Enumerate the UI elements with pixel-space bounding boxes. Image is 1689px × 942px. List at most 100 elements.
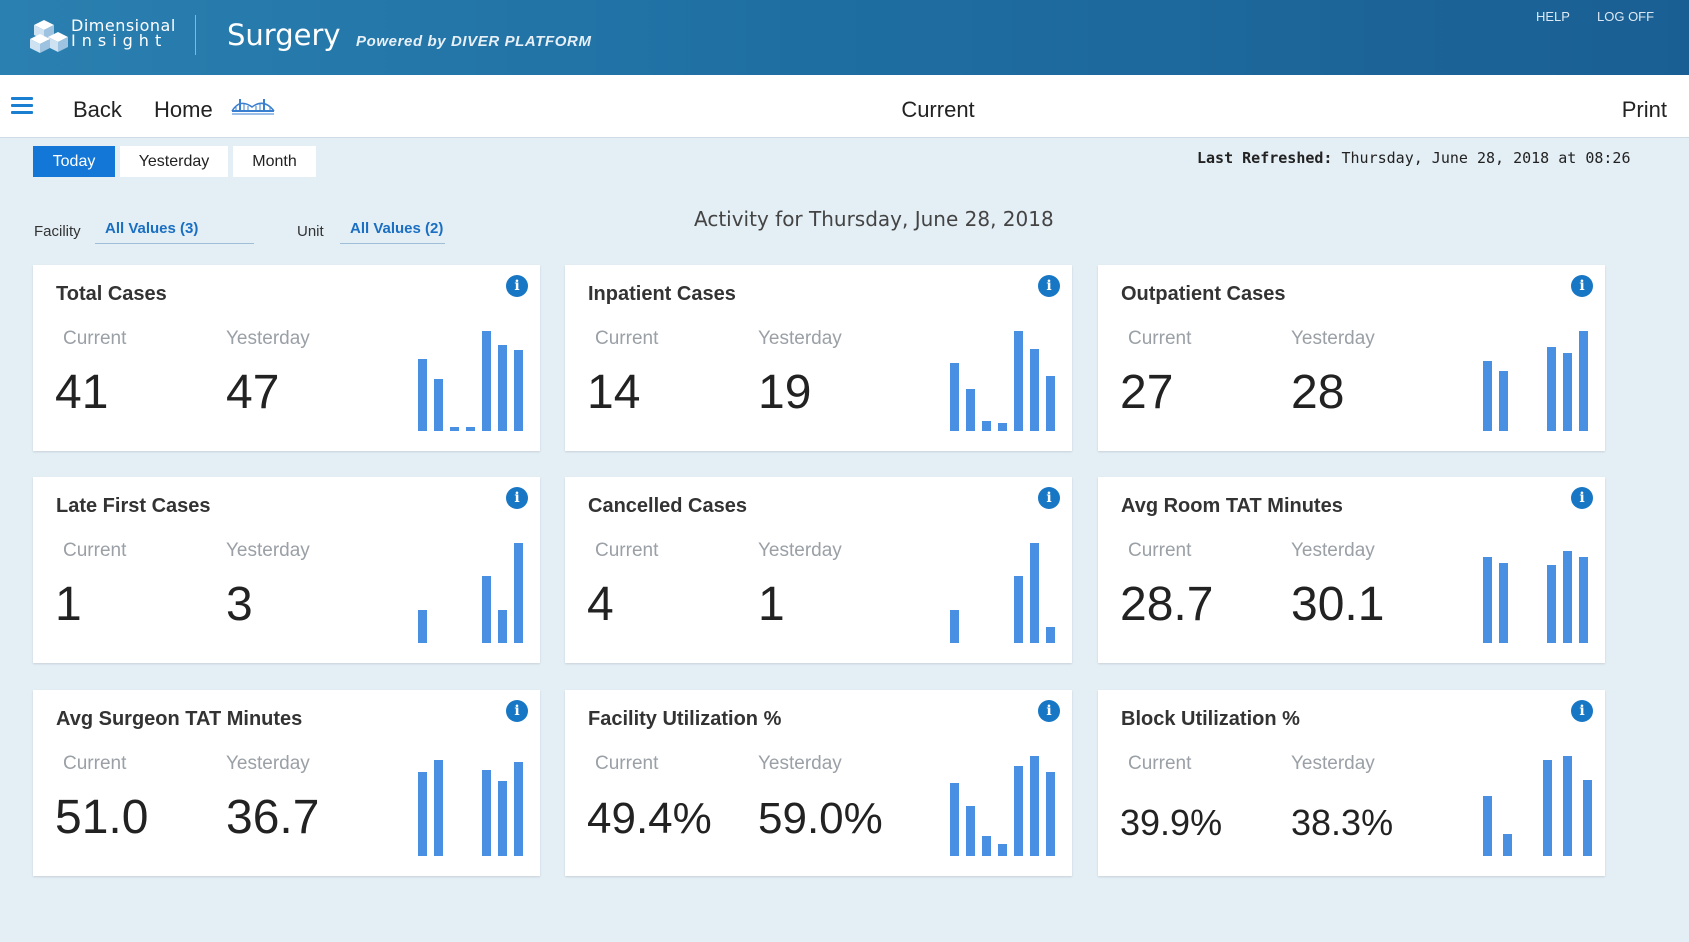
- sparkline-bar: [1547, 565, 1556, 643]
- last-refreshed: Last Refreshed: Thursday, June 28, 2018 …: [1197, 149, 1630, 167]
- yesterday-label: Yesterday: [758, 540, 842, 561]
- info-icon[interactable]: i: [1571, 487, 1593, 509]
- sparkline-bar: [1483, 361, 1492, 431]
- facility-filter-select[interactable]: All Values (3): [95, 220, 254, 244]
- sparkline-bar: [1030, 349, 1039, 431]
- kpi-card[interactable]: Cancelled Cases i Current Yesterday 4 1: [565, 477, 1072, 663]
- sparkline-bar: [950, 363, 959, 431]
- yesterday-label: Yesterday: [758, 753, 842, 774]
- period-today-button[interactable]: Today: [33, 146, 115, 177]
- sparkline-bar: [1030, 543, 1039, 643]
- kpi-card[interactable]: Late First Cases i Current Yesterday 1 3: [33, 477, 540, 663]
- kpi-card[interactable]: Outpatient Cases i Current Yesterday 27 28: [1098, 265, 1605, 451]
- yesterday-label: Yesterday: [226, 540, 310, 561]
- info-icon[interactable]: i: [506, 700, 528, 722]
- activity-title: Activity for Thursday, June 28, 2018: [694, 207, 1054, 231]
- sparkline-bar: [514, 350, 523, 431]
- info-icon[interactable]: i: [1571, 275, 1593, 297]
- kpi-card[interactable]: Facility Utilization % i Current Yesterday 4…: [565, 690, 1072, 876]
- sparkline-bar: [950, 610, 959, 643]
- current-value: 28.7: [1120, 578, 1214, 631]
- period-yesterday-button[interactable]: Yesterday: [120, 146, 228, 177]
- info-icon[interactable]: i: [506, 275, 528, 297]
- current-label: Current: [1128, 540, 1192, 561]
- header-divider: [195, 15, 196, 55]
- sparkline-bar: [950, 783, 959, 856]
- info-icon[interactable]: i: [1038, 700, 1060, 722]
- info-icon[interactable]: i: [506, 487, 528, 509]
- current-value: 51.0: [55, 791, 149, 844]
- current-value: 27: [1120, 366, 1174, 419]
- kpi-card[interactable]: Block Utilization % i Current Yesterday 39.9…: [1098, 690, 1605, 876]
- kpi-card[interactable]: Inpatient Cases i Current Yesterday 14 19: [565, 265, 1072, 451]
- yesterday-value: 36.7: [226, 791, 320, 844]
- yesterday-value: 38.3%: [1291, 802, 1394, 843]
- sparkline-bar: [1014, 331, 1023, 431]
- current-label: Current: [595, 753, 659, 774]
- kpi-card-title: Late First Cases: [56, 495, 211, 517]
- sparkline-bar-chart: [418, 321, 523, 431]
- yesterday-label: Yesterday: [758, 328, 842, 349]
- sparkline-bar: [434, 379, 443, 431]
- sparkline-bar: [1547, 347, 1556, 431]
- sparkline-bar: [466, 427, 475, 431]
- sparkline-bar: [1483, 557, 1492, 643]
- unit-filter-label: Unit: [297, 223, 324, 240]
- sparkline-bar: [1583, 780, 1592, 856]
- yesterday-label: Yesterday: [1291, 328, 1375, 349]
- current-value: 39.9%: [1120, 802, 1223, 843]
- sparkline-bar: [982, 421, 991, 431]
- sparkline-bar: [482, 331, 491, 431]
- brand-line1: Dimensional: [71, 16, 176, 35]
- period-month-button[interactable]: Month: [233, 146, 316, 177]
- kpi-card-title: Cancelled Cases: [588, 495, 747, 517]
- app-header: Dimensional Insight Surgery Powered by D…: [0, 0, 1689, 75]
- bridge-icon[interactable]: [230, 95, 276, 117]
- current-label: Current: [595, 328, 659, 349]
- sparkline-bar: [1014, 766, 1023, 856]
- home-link[interactable]: Home: [154, 97, 213, 122]
- sparkline-bar-chart: [418, 533, 523, 643]
- nav-bar: Back Home Current Print: [0, 75, 1689, 138]
- current-value: 14: [587, 366, 641, 419]
- info-icon[interactable]: i: [1038, 275, 1060, 297]
- log-off-link[interactable]: LOG OFF: [1597, 9, 1655, 24]
- help-link[interactable]: HELP: [1536, 9, 1570, 24]
- unit-filter-select[interactable]: All Values (2): [340, 220, 445, 244]
- print-link[interactable]: Print: [1621, 97, 1667, 122]
- current-label: Current: [595, 540, 659, 561]
- sparkline-bar-chart: [950, 533, 1055, 643]
- menu-icon[interactable]: [11, 97, 33, 115]
- kpi-card[interactable]: Avg Room TAT Minutes i Current Yesterday 28.…: [1098, 477, 1605, 663]
- sparkline-bar: [434, 760, 443, 856]
- current-value: 49.4%: [587, 794, 712, 843]
- sparkline-bar: [1579, 557, 1588, 643]
- sparkline-bar: [418, 359, 427, 431]
- sparkline-bar: [1046, 772, 1055, 856]
- yesterday-value: 47: [226, 366, 280, 419]
- sparkline-bar-chart: [418, 746, 523, 856]
- sparkline-bar-chart: [950, 321, 1055, 431]
- sparkline-bar: [498, 781, 507, 856]
- kpi-card[interactable]: Total Cases i Current Yesterday 41 47: [33, 265, 540, 451]
- sparkline-bar: [1499, 563, 1508, 643]
- sparkline-bar: [1503, 834, 1512, 856]
- yesterday-label: Yesterday: [1291, 753, 1375, 774]
- current-label: Current: [1128, 328, 1192, 349]
- back-link[interactable]: Back: [73, 97, 122, 122]
- yesterday-value: 28: [1291, 366, 1345, 419]
- kpi-card[interactable]: Avg Surgeon TAT Minutes i Current Yesterday…: [33, 690, 540, 876]
- current-value: 1: [55, 578, 82, 631]
- yesterday-label: Yesterday: [226, 328, 310, 349]
- info-icon[interactable]: i: [1571, 700, 1593, 722]
- sparkline-bar: [450, 427, 459, 431]
- sparkline-bar: [1483, 796, 1492, 856]
- sparkline-bar: [998, 844, 1007, 856]
- info-icon[interactable]: i: [1038, 487, 1060, 509]
- last-refreshed-label: Last Refreshed:: [1197, 149, 1333, 167]
- sparkline-bar: [982, 836, 991, 856]
- kpi-card-title: Outpatient Cases: [1121, 283, 1286, 305]
- yesterday-value: 19: [758, 366, 812, 419]
- sparkline-bar: [1563, 353, 1572, 431]
- yesterday-value: 59.0%: [758, 794, 883, 843]
